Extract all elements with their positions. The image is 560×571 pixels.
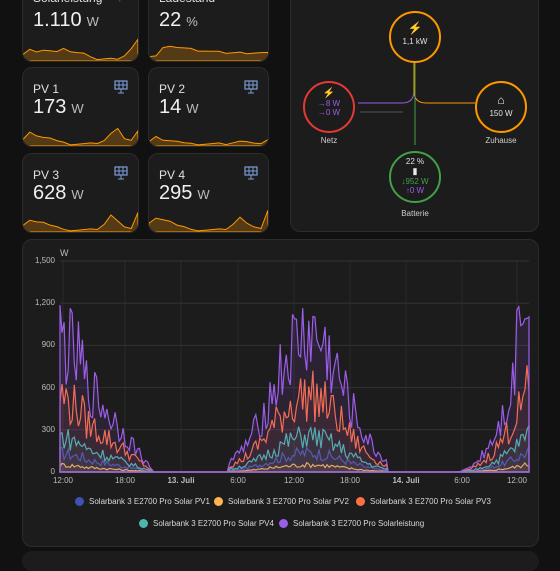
- solar-power-icon: [114, 0, 128, 3]
- tile-value: 173 W: [33, 96, 84, 118]
- legend-color-dot: [75, 497, 84, 506]
- x-tick-label: 18:00: [114, 476, 136, 485]
- tile-value: 295 W: [159, 182, 210, 204]
- tile-2[interactable]: Ladestand 22%: [148, 0, 269, 62]
- series-line-5: [59, 304, 530, 473]
- y-axis-unit: W: [60, 248, 69, 258]
- home-label: Zuhause: [485, 136, 517, 145]
- legend-color-dot: [279, 519, 288, 528]
- tile-sparkline: [149, 45, 268, 61]
- y-tick-label: 900: [41, 340, 55, 350]
- tile-name: Solarleistung: [33, 0, 102, 5]
- grid-import: →8 W: [317, 99, 341, 108]
- battery-charge: ↓952 W: [401, 177, 429, 186]
- tile-sparkline: [23, 212, 138, 232]
- solar-panel-icon: [114, 166, 128, 180]
- grid-label: Netz: [320, 136, 338, 145]
- legend-label: Solarbank 3 E2700 Pro Solar PV4: [153, 519, 274, 528]
- tile-5[interactable]: PV 3 628 W: [22, 153, 139, 233]
- battery-soc: 22 %: [405, 157, 425, 166]
- x-tick-label: 12:00: [283, 476, 305, 485]
- tile-value: 22%: [159, 9, 198, 31]
- solar-node[interactable]: ⚡ 1,1 kW: [389, 11, 441, 63]
- legend-color-dot: [356, 497, 365, 506]
- legend-label: Solarbank 3 E2700 Pro Solar PV3: [370, 497, 491, 506]
- tile-3[interactable]: PV 1 173 W: [22, 67, 139, 147]
- tile-name: PV 4: [159, 168, 186, 182]
- legend-color-dot: [214, 497, 223, 506]
- x-tick-label: 6:00: [454, 476, 470, 485]
- x-tick-label: 12:00: [506, 476, 528, 485]
- battery-node[interactable]: 22 % ▮ ↓952 W ↑0 W: [389, 151, 441, 203]
- home-icon: ⌂: [497, 93, 505, 107]
- tile-sparkline: [23, 127, 138, 146]
- solar-panel-icon: [114, 80, 128, 94]
- solar-panel-icon: [244, 80, 258, 94]
- legend-color-dot: [139, 519, 148, 528]
- tile-4[interactable]: PV 2 14 W: [148, 67, 269, 147]
- history-chart[interactable]: [23, 240, 539, 547]
- legend-item[interactable]: Solarbank 3 E2700 Pro Solar PV1: [75, 497, 210, 506]
- x-tick-label: 6:00: [230, 476, 246, 485]
- x-tick-label: 14. Juli: [392, 476, 420, 485]
- battery-icon: ▮: [412, 166, 418, 176]
- tile-sparkline: [23, 38, 138, 61]
- energy-distribution-card: ⚡ 1,1 kW ⚡ →8 W →0 W Netz ⌂ 150 W Zuhaus…: [290, 0, 539, 232]
- bottom-card-edge: [22, 551, 539, 571]
- tile-name: PV 2: [159, 82, 186, 96]
- home-value: 150 W: [489, 109, 513, 118]
- y-tick-label: 600: [41, 382, 55, 392]
- legend-item[interactable]: Solarbank 3 E2700 Pro Solar PV4: [139, 519, 274, 528]
- legend-label: Solarbank 3 E2700 Pro Solar PV2: [228, 497, 349, 506]
- home-node[interactable]: ⌂ 150 W: [475, 81, 527, 133]
- energy-flow-lines: [358, 59, 475, 145]
- battery-discharge: ↑0 W: [405, 186, 425, 195]
- solar-panel-icon: [244, 166, 258, 180]
- tile-name: PV 3: [33, 168, 60, 182]
- grid-export: →0 W: [317, 108, 341, 117]
- x-tick-label: 18:00: [339, 476, 361, 485]
- y-tick-label: 1,200: [34, 298, 55, 308]
- legend-label: Solarbank 3 E2700 Pro Solar PV1: [89, 497, 210, 506]
- legend-label: Solarbank 3 E2700 Pro Solarleistung: [293, 519, 425, 528]
- y-tick-label: 300: [41, 424, 55, 434]
- legend-item[interactable]: Solarbank 3 E2700 Pro Solarleistung: [279, 519, 424, 528]
- solar-power-icon: ⚡: [407, 21, 423, 35]
- history-chart-card: W 1,500 1,200 900 600 300 0 12:00 18:00 13. Jul…: [22, 239, 539, 547]
- x-tick-label: 13. Juli: [167, 476, 195, 485]
- y-tick-label: 1,500: [34, 256, 55, 265]
- x-tick-label: 12:00: [52, 476, 74, 485]
- tile-value: 628 W: [33, 182, 84, 204]
- tile-value: 14 W: [159, 96, 199, 118]
- tile-sparkline: [149, 210, 268, 232]
- tile-6[interactable]: PV 4 295 W: [148, 153, 269, 233]
- tile-value: 1.110 W: [33, 9, 99, 31]
- tile-name: Ladestand: [159, 0, 215, 5]
- tile-name: PV 1: [33, 82, 60, 96]
- legend-item[interactable]: Solarbank 3 E2700 Pro Solar PV2: [214, 497, 349, 506]
- grid-node[interactable]: ⚡ →8 W →0 W: [303, 81, 355, 133]
- transmission-tower-icon: ⚡: [322, 88, 336, 99]
- solar-value: 1,1 kW: [402, 37, 428, 46]
- y-tick-label: 0: [50, 467, 55, 476]
- legend-item[interactable]: Solarbank 3 E2700 Pro Solar PV3: [356, 497, 491, 506]
- tile-sparkline: [149, 135, 268, 146]
- battery-label: Batterie: [401, 209, 429, 218]
